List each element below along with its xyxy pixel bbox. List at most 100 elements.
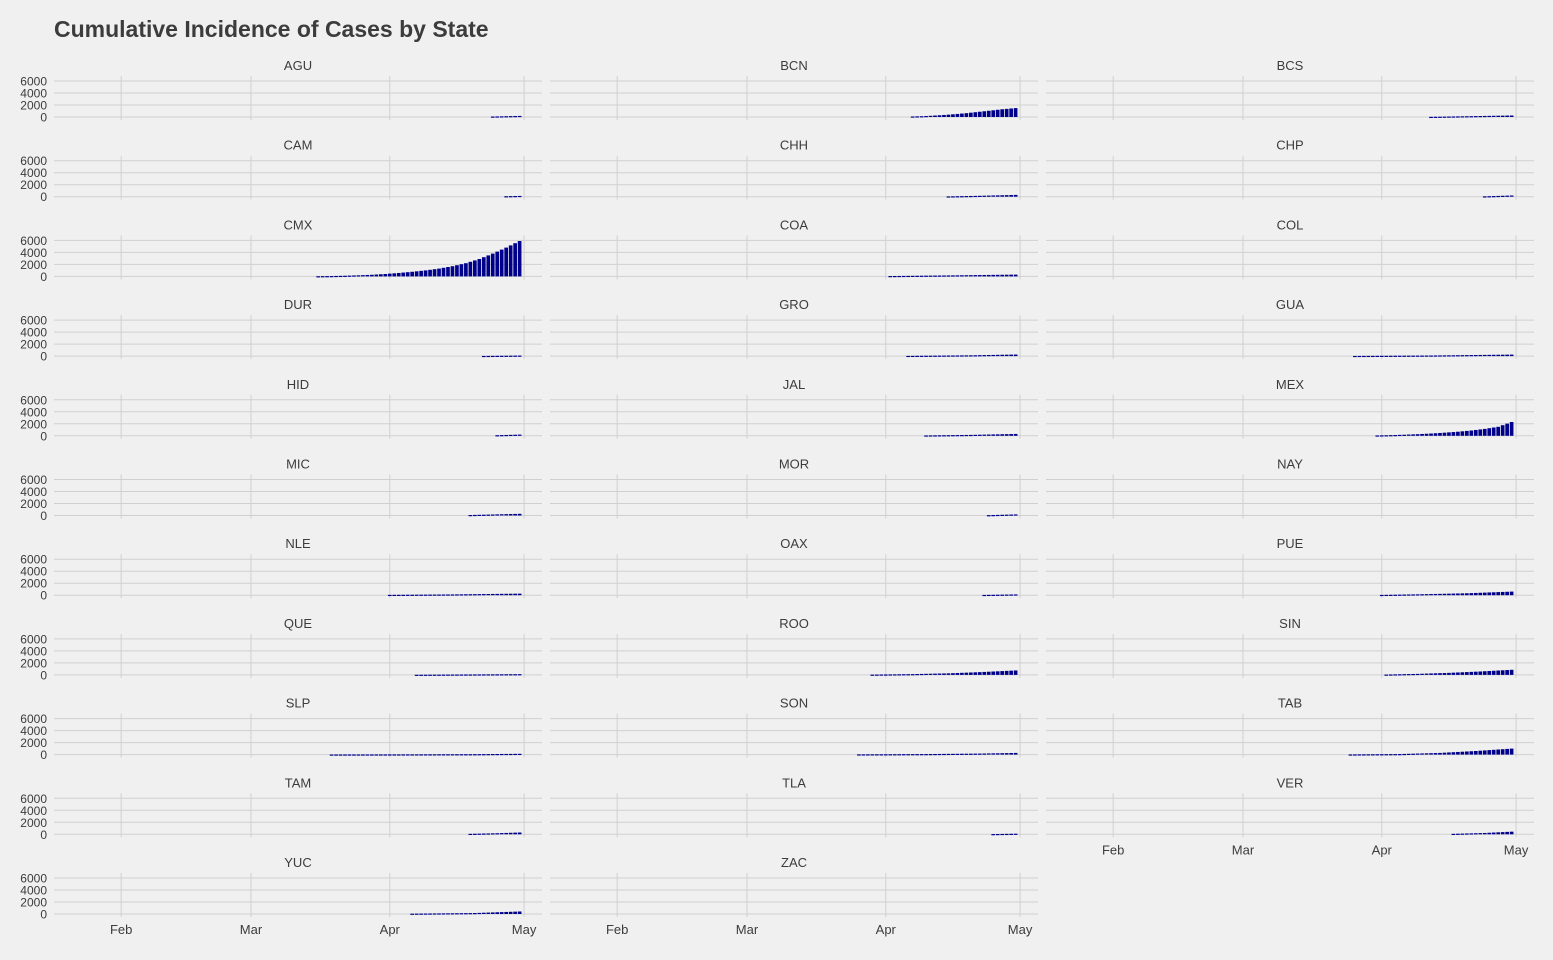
bar-hid (517, 434, 522, 436)
y-tick-label: 4000 (20, 87, 47, 101)
bar-sin (1505, 670, 1509, 675)
bar-bcn (969, 112, 973, 117)
bar-pue (1473, 592, 1478, 596)
bar-chh (982, 195, 987, 197)
bar-chh (1004, 195, 1009, 197)
bar-chh (964, 196, 969, 198)
bar-que (414, 674, 419, 676)
bar-mex (1447, 432, 1451, 436)
bar-pue (1384, 594, 1389, 597)
bar-cmx (396, 272, 401, 277)
bar-tab (1362, 754, 1366, 756)
bar-cmx (387, 273, 392, 277)
bar-roo (1013, 670, 1018, 675)
bar-gro (919, 355, 924, 357)
bar-yuc (517, 911, 522, 914)
bar-slp (383, 754, 388, 756)
bar-gua (1465, 355, 1469, 357)
bar-nle (481, 594, 486, 596)
bar-mex (1469, 430, 1474, 436)
bar-bcs (1465, 116, 1469, 118)
bar-roo (951, 673, 955, 675)
bar-son (986, 753, 991, 755)
facet-label-pue: PUE (1277, 536, 1304, 551)
bar-roo (982, 671, 987, 675)
bar-bcs (1438, 116, 1442, 118)
x-tick-label: Feb (110, 922, 132, 937)
facet-label-coa: COA (780, 217, 809, 232)
facet-label-ver: VER (1277, 775, 1304, 790)
bar-dur (499, 355, 504, 357)
bar-gua (1357, 355, 1362, 358)
bar-hid (508, 434, 513, 437)
bar-bcn (986, 110, 991, 117)
bar-gua (1402, 355, 1407, 357)
y-tick-label: 6000 (20, 473, 47, 487)
bar-slp (370, 754, 374, 756)
bar-mor (1004, 514, 1009, 516)
bar-roo (960, 672, 964, 675)
facet-label-bcn: BCN (780, 58, 807, 73)
bar-sin (1478, 671, 1483, 675)
bar-roo (1009, 670, 1013, 675)
bar-tla (1013, 833, 1018, 835)
bar-bcn (915, 116, 919, 118)
bar-gro (1013, 354, 1018, 357)
bar-gua (1429, 355, 1433, 357)
bar-tab (1384, 754, 1389, 756)
bar-que (441, 674, 446, 676)
bar-hid (504, 434, 509, 437)
bar-bcn (964, 113, 969, 117)
bar-nle (414, 594, 419, 596)
bar-coa (892, 275, 897, 278)
facet-label-mic: MIC (286, 457, 310, 472)
bar-mex (1375, 435, 1380, 437)
bar-cmx (473, 260, 477, 277)
bar-bcs (1496, 115, 1501, 117)
y-tick-label: 2000 (20, 338, 47, 352)
bar-pue (1438, 593, 1442, 596)
bar-pue (1465, 593, 1469, 596)
bar-dur (513, 355, 517, 357)
bar-jal (969, 434, 973, 437)
bar-tam (513, 832, 517, 835)
bar-roo (870, 674, 875, 676)
bar-cmx (338, 275, 343, 278)
bar-mex (1379, 435, 1384, 437)
bar-cmx (455, 265, 459, 277)
bar-gua (1384, 355, 1389, 357)
bar-tab (1393, 754, 1398, 756)
bar-gro (991, 354, 996, 357)
bar-sin (1465, 672, 1469, 675)
bar-gro (977, 355, 982, 357)
bar-tab (1500, 749, 1505, 755)
bar-bcn (937, 115, 942, 117)
bar-son (928, 754, 933, 756)
bar-oax (1004, 594, 1009, 596)
bar-yuc (495, 912, 500, 914)
facet-label-mex: MEX (1276, 377, 1305, 392)
bar-bcs (1500, 115, 1505, 117)
bar-que (459, 674, 464, 676)
bar-nle (495, 593, 500, 596)
bar-mex (1402, 434, 1407, 436)
bar-coa (995, 274, 1000, 277)
bar-mex (1491, 427, 1496, 436)
bar-yuc (437, 913, 441, 915)
facet-label-nle: NLE (285, 536, 311, 551)
bar-coa (1009, 274, 1013, 277)
bar-roo (892, 674, 897, 676)
bar-yuc (486, 912, 491, 914)
bar-gua (1460, 355, 1465, 357)
bar-oax (986, 594, 991, 597)
x-tick-label: May (1008, 922, 1033, 937)
bar-mex (1456, 431, 1460, 436)
bar-jal (986, 434, 991, 436)
bar-roo (906, 674, 911, 676)
bar-cmx (481, 257, 486, 277)
bar-gro (955, 355, 960, 357)
bar-mex (1500, 425, 1505, 436)
bar-que (419, 674, 423, 676)
bar-chh (1009, 195, 1013, 197)
bar-que (464, 674, 468, 676)
